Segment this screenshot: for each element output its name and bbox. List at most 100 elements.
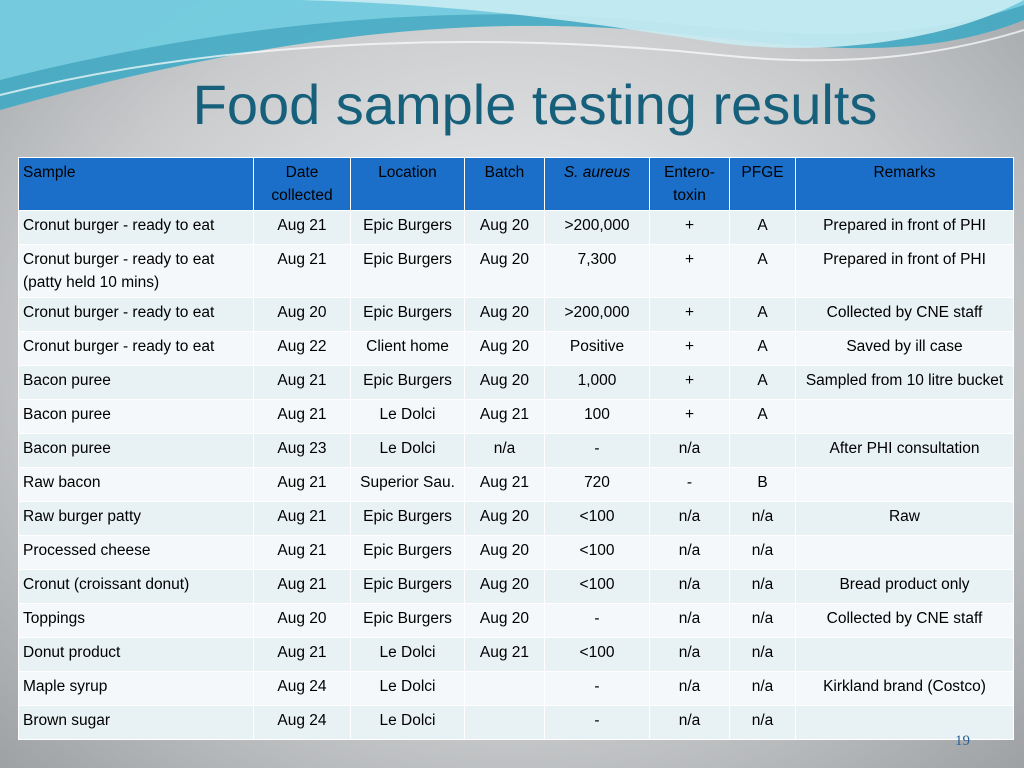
table-row: Cronut (croissant donut) Aug 21 Epic Burge… [18,569,1014,604]
table-cell: n/a [729,501,796,536]
table-cell: + [649,297,730,332]
table-cell: >200,000 [544,210,650,245]
table-cell: Epic Burgers [350,603,465,638]
table-cell: Donut product [18,637,254,672]
table-cell: - [544,705,650,740]
table-cell: Aug 20 [464,535,545,570]
table-cell: A [729,399,796,434]
table-cell: Cronut burger - ready to eat [18,331,254,366]
table-cell: Brown sugar [18,705,254,740]
table-cell: + [649,210,730,245]
table-cell: Le Dolci [350,637,465,672]
table-cell [795,637,1014,672]
table-cell: Aug 21 [464,399,545,434]
table-cell: Aug 22 [253,331,351,366]
table-cell: - [544,603,650,638]
table-cell: Sampled from 10 litre bucket [795,365,1014,400]
table-cell: Aug 21 [253,210,351,245]
table-cell: n/a [649,569,730,604]
table-cell [795,399,1014,434]
table-row: Cronut burger - ready to eat Aug 20 Epic B… [18,297,1014,332]
table-cell: 7,300 [544,244,650,298]
table-row: Cronut burger - ready to eat Aug 22 Client… [18,331,1014,366]
table-cell: Le Dolci [350,433,465,468]
table-cell [795,705,1014,740]
table-cell: A [729,210,796,245]
table-cell: Aug 21 [253,365,351,400]
table-cell: Client home [350,331,465,366]
header-cell: PFGE [729,157,796,211]
table-cell: n/a [729,535,796,570]
table-cell: + [649,244,730,298]
header-cell: S. aureus [544,157,650,211]
table-cell: Aug 20 [464,569,545,604]
table-cell: + [649,399,730,434]
table-cell: n/a [649,535,730,570]
table-row: Bacon puree Aug 21 Epic Burgers Aug 20 1,000… [18,365,1014,400]
table-row: Cronut burger - ready to eat Aug 21 Epic B… [18,210,1014,245]
table-row: Bacon puree Aug 21 Le Dolci Aug 21 100 + A [18,399,1014,434]
table-cell: n/a [649,637,730,672]
table-cell: Prepared in front of PHI [795,210,1014,245]
table-cell [795,467,1014,502]
page-number: 19 [955,733,970,749]
table-cell: Bacon puree [18,399,254,434]
table-cell: Raw bacon [18,467,254,502]
title: Food sample testing results [192,73,878,136]
table-cell: Aug 21 [253,569,351,604]
table-cell: Le Dolci [350,399,465,434]
table-cell: Aug 21 [253,399,351,434]
table-cell: Epic Burgers [350,210,465,245]
table-cell: n/a [729,671,796,706]
table-cell: 100 [544,399,650,434]
header-cell: Entero-toxin [649,157,730,211]
table-cell: - [544,671,650,706]
table-row: Donut product Aug 21 Le Dolci Aug 21 <100 n/a… [18,637,1014,672]
table-cell: Maple syrup [18,671,254,706]
results-table: Sample Date collected Location Batch S. aure… [18,157,1014,740]
table-cell: n/a [464,433,545,468]
table-row: Raw bacon Aug 21 Superior Sau. Aug 21 720- B [18,467,1014,502]
table-cell: Positive [544,331,650,366]
table-cell: Aug 21 [253,501,351,536]
table-cell: Aug 20 [464,244,545,298]
table-cell: Epic Burgers [350,535,465,570]
table-cell: Cronut burger - ready to eat (patty held… [18,244,254,298]
table-cell: Aug 24 [253,671,351,706]
table-cell: Raw [795,501,1014,536]
table-cell: Epic Burgers [350,244,465,298]
table-cell: <100 [544,501,650,536]
table-cell: After PHI consultation [795,433,1014,468]
table-cell: A [729,365,796,400]
table-cell: Prepared in front of PHI [795,244,1014,298]
table-cell: Aug 24 [253,705,351,740]
table-cell: n/a [729,705,796,740]
table-cell: Le Dolci [350,705,465,740]
decoration [0,0,1024,110]
table-cell: Cronut burger - ready to eat [18,297,254,332]
table-cell: <100 [544,637,650,672]
table-cell: Epic Burgers [350,569,465,604]
table-cell: Le Dolci [350,671,465,706]
table-cell: 720 [544,467,650,502]
table-row: Toppings Aug 20 Epic Burgers Aug 20- n/a n/a C… [18,603,1014,638]
table-cell: Aug 20 [464,603,545,638]
table-cell: Aug 20 [464,365,545,400]
table-cell: Aug 20 [253,603,351,638]
header-cell: Remarks [795,157,1014,211]
table-cell: Toppings [18,603,254,638]
table-cell: Aug 20 [464,331,545,366]
table-cell: <100 [544,569,650,604]
table-cell [464,671,545,706]
table-cell: n/a [729,637,796,672]
table-cell: 1,000 [544,365,650,400]
table-cell: n/a [649,433,730,468]
table-cell: Raw burger patty [18,501,254,536]
table-cell: B [729,467,796,502]
table-cell: Superior Sau. [350,467,465,502]
table-row: Processed cheese Aug 21 Epic Burgers Aug 20… [18,535,1014,570]
table-cell: - [649,467,730,502]
header-cell: Location [350,157,465,211]
table-cell: Epic Burgers [350,501,465,536]
